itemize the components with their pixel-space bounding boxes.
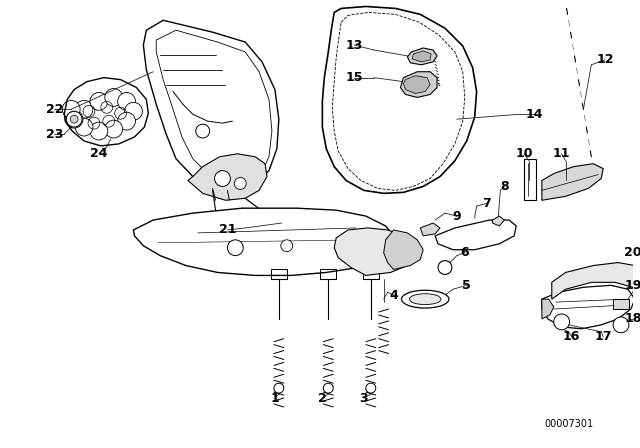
Polygon shape <box>383 230 423 270</box>
Text: 4: 4 <box>389 289 398 302</box>
Text: 22: 22 <box>45 103 63 116</box>
Circle shape <box>554 314 570 330</box>
Text: 2: 2 <box>318 392 327 405</box>
Ellipse shape <box>401 290 449 308</box>
Text: 18: 18 <box>624 312 640 325</box>
Polygon shape <box>492 216 504 226</box>
Text: 14: 14 <box>525 108 543 121</box>
Circle shape <box>234 177 246 190</box>
Circle shape <box>125 103 142 120</box>
Circle shape <box>118 112 136 130</box>
Circle shape <box>70 115 78 123</box>
Polygon shape <box>542 285 635 329</box>
Polygon shape <box>401 72 437 97</box>
Text: 11: 11 <box>553 147 570 160</box>
Circle shape <box>67 111 82 127</box>
Circle shape <box>65 110 83 128</box>
Bar <box>282 216 303 230</box>
Text: 19: 19 <box>624 279 640 292</box>
Circle shape <box>90 92 108 110</box>
Circle shape <box>366 383 376 393</box>
Polygon shape <box>292 212 314 228</box>
Circle shape <box>438 261 452 275</box>
Text: 3: 3 <box>360 392 368 405</box>
Text: 23: 23 <box>45 128 63 141</box>
Polygon shape <box>188 154 267 200</box>
Polygon shape <box>323 6 477 194</box>
Circle shape <box>274 383 284 393</box>
Circle shape <box>62 100 80 118</box>
Polygon shape <box>408 48 437 65</box>
Text: 7: 7 <box>482 197 491 210</box>
Polygon shape <box>334 228 415 276</box>
Polygon shape <box>542 164 603 200</box>
Polygon shape <box>420 223 440 236</box>
Text: 10: 10 <box>515 147 533 160</box>
Polygon shape <box>143 20 279 189</box>
Circle shape <box>323 383 333 393</box>
Text: 5: 5 <box>462 279 471 292</box>
Text: 21: 21 <box>219 224 236 237</box>
Bar <box>613 299 629 309</box>
Circle shape <box>118 92 136 110</box>
Circle shape <box>105 120 123 138</box>
Text: 6: 6 <box>460 246 469 259</box>
Circle shape <box>75 118 93 136</box>
Polygon shape <box>412 51 431 62</box>
Circle shape <box>281 240 292 252</box>
Circle shape <box>227 240 243 256</box>
Polygon shape <box>435 220 516 250</box>
Ellipse shape <box>410 294 441 305</box>
Circle shape <box>196 124 210 138</box>
Circle shape <box>613 317 629 333</box>
Text: 15: 15 <box>345 71 363 84</box>
Circle shape <box>105 89 123 106</box>
Polygon shape <box>542 299 554 319</box>
Text: 8: 8 <box>500 180 509 193</box>
Text: 12: 12 <box>596 53 614 66</box>
Text: 24: 24 <box>90 147 108 160</box>
Text: 13: 13 <box>346 39 363 52</box>
Text: 1: 1 <box>271 392 279 405</box>
Bar <box>524 159 536 200</box>
Circle shape <box>90 122 108 140</box>
Circle shape <box>214 171 230 186</box>
Polygon shape <box>552 263 640 299</box>
Text: 17: 17 <box>595 330 612 343</box>
Text: 00007301: 00007301 <box>544 419 593 429</box>
Circle shape <box>75 100 93 118</box>
Polygon shape <box>403 76 430 94</box>
Text: 16: 16 <box>563 330 580 343</box>
Text: 20: 20 <box>624 246 640 259</box>
Text: 9: 9 <box>452 210 461 223</box>
Polygon shape <box>134 208 396 276</box>
